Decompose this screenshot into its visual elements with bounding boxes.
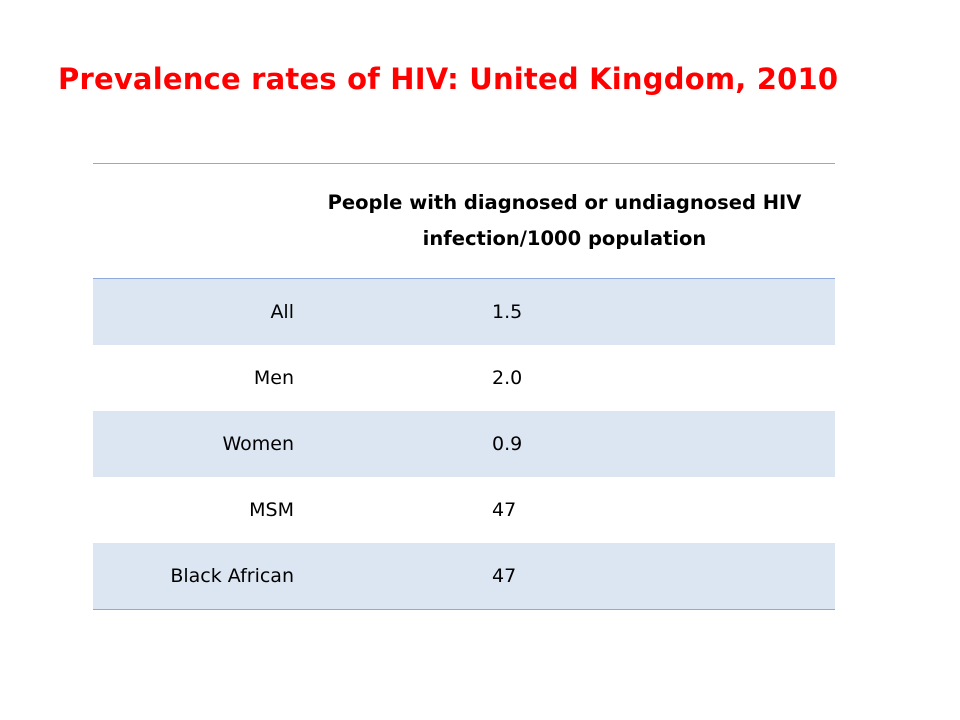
row-label: Black African: [93, 543, 294, 610]
table-row: Men 2.0: [93, 345, 835, 411]
table-header-cell-label: [93, 163, 294, 279]
row-value: 1.5: [294, 278, 835, 345]
table-row: Black African 47: [93, 543, 835, 610]
row-value: 0.9: [294, 411, 835, 477]
row-value: 2.0: [492, 367, 523, 389]
row-value: 47: [294, 543, 835, 610]
row-label: MSM: [249, 499, 294, 521]
row-value: 47: [492, 499, 517, 521]
table-header-row: People with diagnosed or undiagnosed HIV…: [93, 163, 835, 279]
table-row: All 1.5: [93, 278, 835, 345]
row-label: All: [93, 278, 294, 345]
table-header-cell-value: People with diagnosed or undiagnosed HIV…: [294, 163, 835, 279]
row-label: Women: [93, 411, 294, 477]
table-row: Women 0.9: [93, 411, 835, 477]
prevalence-table: People with diagnosed or undiagnosed HIV…: [93, 163, 835, 610]
slide-title: Prevalence rates of HIV: United Kingdom,…: [58, 62, 839, 96]
table-row: MSM 47: [93, 477, 835, 543]
row-label: Men: [253, 367, 294, 389]
prevalence-table-container: People with diagnosed or undiagnosed HIV…: [93, 163, 835, 610]
